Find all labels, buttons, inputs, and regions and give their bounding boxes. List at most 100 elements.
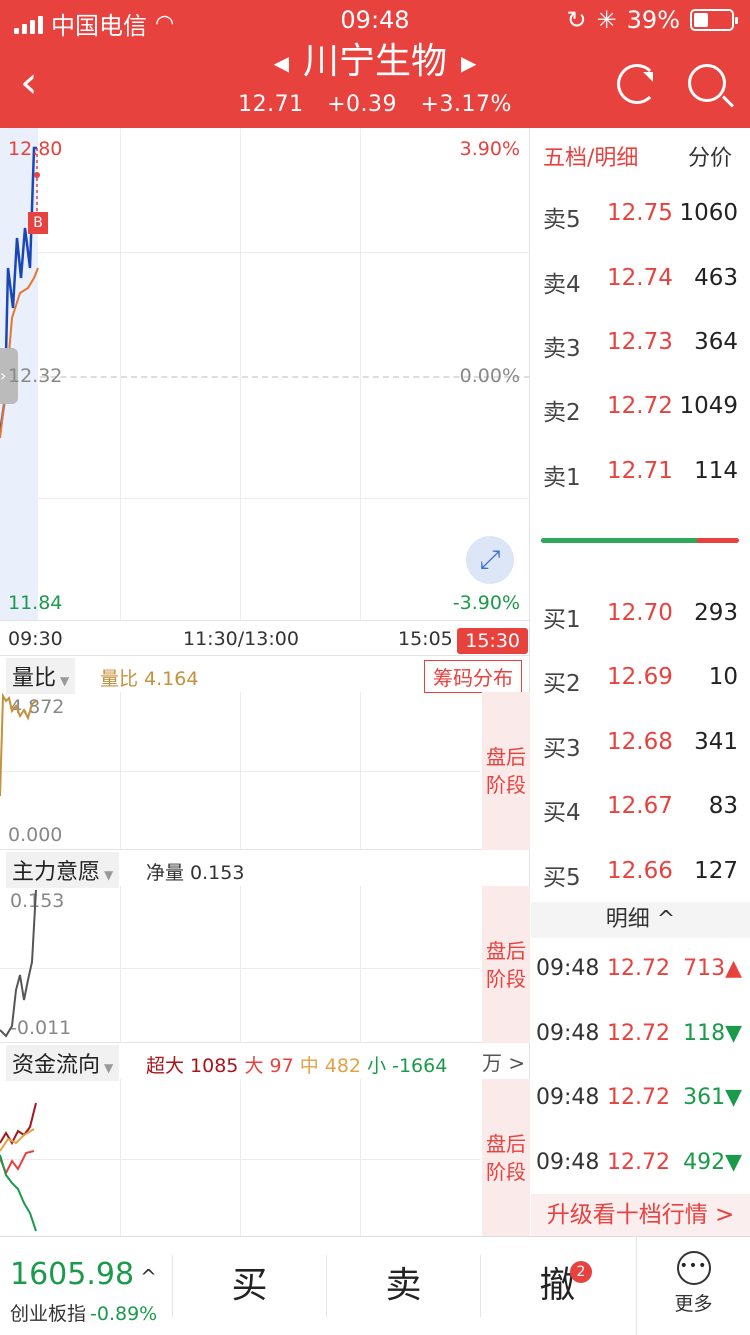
bid-volume: 10 xyxy=(708,664,738,690)
mid-pct-label: 0.00% xyxy=(459,365,520,387)
bid-volume: 341 xyxy=(694,729,738,755)
index-widget[interactable]: 1605.98 ^ xyxy=(10,1257,157,1292)
volume-ratio-bottom: 0.000 xyxy=(8,824,63,846)
time-open: 09:30 xyxy=(8,628,63,650)
fund-flow-chart[interactable]: 资金流向 ▼ 超大 1085 大 97 中 482 小 -1664 万 > 盘后 … xyxy=(0,1043,530,1236)
unit-button[interactable]: 万 > xyxy=(482,1051,526,1075)
bid-price: 12.68 xyxy=(607,729,673,755)
fund-flow-name: 资金流向 xyxy=(12,1053,101,1078)
lock-rotation-icon: ↻ xyxy=(566,6,587,34)
chips-distribution-button[interactable]: 筹码分布 xyxy=(424,660,522,693)
title-row: ◀ 川宁生物 ▶ xyxy=(0,40,750,85)
volume-ratio-selector[interactable]: 量比 ▼ xyxy=(6,658,76,694)
main-force-selector[interactable]: 主力意愿 ▼ xyxy=(6,852,120,888)
ask-price: 12.74 xyxy=(607,265,673,291)
ask-row-4: 卖4 12.74 463 xyxy=(531,265,750,305)
high-price-label: 12.80 xyxy=(8,138,63,160)
refresh-icon[interactable] xyxy=(617,64,657,104)
tick-volume: 361▼ xyxy=(683,1085,742,1110)
fund-flow-selector[interactable]: 资金流向 ▼ xyxy=(6,1045,120,1081)
tick-row: 09:48 12.72 361▼ xyxy=(531,1085,750,1125)
ask-label: 卖4 xyxy=(543,272,581,298)
after-hours-label: 盘后 阶段 xyxy=(482,886,530,1043)
after-hours-label: 盘后 阶段 xyxy=(482,692,530,850)
quote-row: 12.71 +0.39 +3.17% xyxy=(0,92,750,117)
back-button[interactable]: ‹ xyxy=(20,57,38,108)
ask-volume: 1049 xyxy=(679,393,738,419)
bid-volume: 293 xyxy=(694,600,738,626)
time-mid: 11:30/13:00 xyxy=(183,628,299,650)
bid-volume: 83 xyxy=(708,793,738,819)
collapse-handle-icon[interactable]: › xyxy=(0,348,18,404)
time-close-pre: 15:05 - xyxy=(398,628,466,650)
fullscreen-icon[interactable]: ⤢ xyxy=(466,536,514,584)
prev-stock-icon[interactable]: ◀ xyxy=(273,51,289,75)
tick-time: 09:48 xyxy=(536,1021,600,1046)
ask-volume: 1060 xyxy=(679,200,738,226)
tick-time: 09:48 xyxy=(536,1085,600,1110)
next-stock-icon[interactable]: ▶ xyxy=(461,51,477,75)
search-icon[interactable] xyxy=(688,64,726,102)
tick-time: 09:48 xyxy=(536,1150,600,1175)
tick-volume: 492▼ xyxy=(683,1150,742,1175)
tab-price-distribution[interactable]: 分价 xyxy=(687,146,732,171)
bid-price: 12.70 xyxy=(607,600,673,626)
ask-price: 12.71 xyxy=(607,458,673,484)
time-axis: 09:30 11:30/13:00 15:05 - 15:30 xyxy=(0,620,530,656)
buy-button[interactable]: 买 xyxy=(172,1255,326,1317)
tick-price: 12.72 xyxy=(607,1085,670,1110)
volume-ratio-line xyxy=(0,692,37,797)
fund-flow-m: 中 482 xyxy=(299,1055,362,1077)
tick-row: 09:48 12.72 118▼ xyxy=(531,1021,750,1061)
cancel-order-button[interactable]: 撤 xyxy=(480,1255,634,1317)
bid-price: 12.69 xyxy=(607,664,673,690)
volume-ratio-chart[interactable]: 量比 ▼ 量比 4.164 筹码分布 4.872 0.000 盘后 阶段 xyxy=(0,656,530,850)
bid-row-4: 买4 12.67 83 xyxy=(531,793,750,833)
upgrade-ten-level-link[interactable]: 升级看十档行情 > xyxy=(531,1194,750,1236)
detail-toggle[interactable]: 明细 ^ xyxy=(531,902,750,938)
carrier-info: 中国电信 ◠ xyxy=(14,6,174,41)
bluetooth-icon: ✳ xyxy=(596,6,617,34)
volume-ratio-header: 量比 ▼ 量比 4.164 筹码分布 xyxy=(0,656,530,694)
bid-price: 12.67 xyxy=(607,793,673,819)
main-force-line xyxy=(0,889,37,1038)
order-book-tabs: 五档/明细 分价 xyxy=(531,140,750,176)
after-hours-label: 盘后 阶段 xyxy=(482,1079,530,1236)
status-time: 09:48 xyxy=(340,6,410,34)
main-force-header: 主力意愿 ▼ 净量 0.153 xyxy=(0,850,530,888)
ask-volume: 114 xyxy=(694,458,738,484)
more-icon: ••• xyxy=(676,1251,711,1285)
expand-up-icon: ^ xyxy=(140,1265,157,1289)
bid-label: 买1 xyxy=(543,607,581,633)
ask-label: 卖1 xyxy=(543,465,581,491)
bid-row-5: 买5 12.66 127 xyxy=(531,858,750,898)
cancel-badge: 2 xyxy=(570,1261,592,1283)
tick-row: 09:48 12.72 713▲ xyxy=(531,956,750,996)
low-price-label: 11.84 xyxy=(8,592,63,614)
tick-price: 12.72 xyxy=(607,1021,670,1046)
ask-row-1: 卖1 12.71 114 xyxy=(531,458,750,498)
time-close: 15:30 xyxy=(457,628,528,654)
main-force-top: 0.153 xyxy=(10,890,65,912)
ask-price: 12.72 xyxy=(607,393,673,419)
index-info: 创业板指 -0.89% xyxy=(10,1299,157,1326)
stock-change-pct: +3.17% xyxy=(420,92,512,117)
intraday-price-chart[interactable]: B › 12.80 3.90% 12.32 0.00% 11.84 -3.90%… xyxy=(0,128,530,620)
stock-change: +0.39 xyxy=(327,92,398,117)
signal-icon xyxy=(14,14,43,34)
bid-row-3: 买3 12.68 341 xyxy=(531,729,750,769)
sell-button[interactable]: 卖 xyxy=(326,1255,480,1317)
status-right: ↻ ✳ 39% xyxy=(566,6,738,34)
chart-pane: B › 12.80 3.90% 12.32 0.00% 11.84 -3.90%… xyxy=(0,128,530,1236)
index-name: 创业板指 xyxy=(10,1303,87,1325)
main-force-bottom: -0.011 xyxy=(10,1017,72,1039)
main-force-name: 主力意愿 xyxy=(12,860,101,885)
bid-label: 买4 xyxy=(543,800,581,826)
tab-level-detail[interactable]: 五档/明细 xyxy=(543,146,639,171)
wifi-icon: ◠ xyxy=(155,11,175,36)
buy-marker: B xyxy=(28,212,48,234)
ask-label: 卖5 xyxy=(543,207,581,233)
tick-volume: 713▲ xyxy=(683,956,742,981)
more-button[interactable]: ••• 更多 xyxy=(636,1237,750,1335)
main-force-chart[interactable]: 主力意愿 ▼ 净量 0.153 0.153 -0.011 盘后 阶段 xyxy=(0,850,530,1043)
